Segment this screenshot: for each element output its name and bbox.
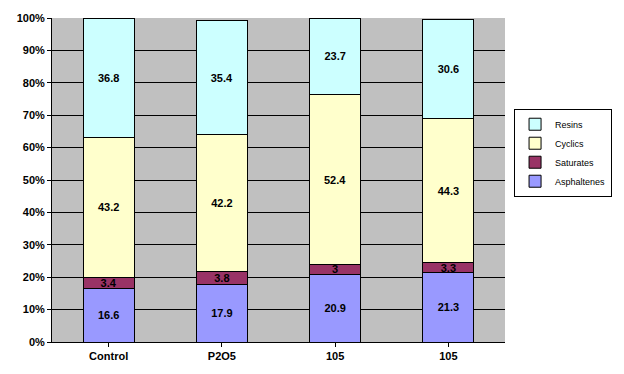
svg-text:3.4: 3.4 <box>101 277 117 289</box>
svg-text:70%: 70% <box>23 109 45 121</box>
svg-text:60%: 60% <box>23 141 45 153</box>
svg-text:3.8: 3.8 <box>214 272 229 284</box>
svg-text:42.2: 42.2 <box>211 197 232 209</box>
svg-text:P2O5: P2O5 <box>208 350 236 362</box>
svg-text:105: 105 <box>326 350 344 362</box>
svg-text:100%: 100% <box>17 12 45 24</box>
svg-text:43.2: 43.2 <box>98 201 119 213</box>
svg-text:0%: 0% <box>29 336 45 348</box>
svg-text:20%: 20% <box>23 271 45 283</box>
svg-text:36.8: 36.8 <box>98 72 119 84</box>
svg-text:80%: 80% <box>23 77 45 89</box>
svg-text:44.3: 44.3 <box>438 185 459 197</box>
svg-text:35.4: 35.4 <box>211 72 233 84</box>
svg-text:Cyclics: Cyclics <box>555 139 584 149</box>
svg-text:30%: 30% <box>23 239 45 251</box>
svg-text:Control: Control <box>89 350 128 362</box>
svg-text:10%: 10% <box>23 303 45 315</box>
svg-text:16.6: 16.6 <box>98 309 119 321</box>
svg-text:3.3: 3.3 <box>441 262 456 274</box>
svg-text:17.9: 17.9 <box>211 307 232 319</box>
svg-text:23.7: 23.7 <box>324 50 345 62</box>
svg-text:20.9: 20.9 <box>324 302 345 314</box>
svg-text:105: 105 <box>439 350 457 362</box>
svg-text:40%: 40% <box>23 206 45 218</box>
svg-text:90%: 90% <box>23 44 45 56</box>
svg-text:Saturates: Saturates <box>555 158 594 168</box>
svg-text:21.3: 21.3 <box>438 301 459 313</box>
svg-text:30.6: 30.6 <box>438 63 459 75</box>
svg-text:52.4: 52.4 <box>324 174 346 186</box>
svg-text:Resins: Resins <box>555 120 583 130</box>
svg-text:Asphaltenes: Asphaltenes <box>555 177 605 187</box>
svg-text:3: 3 <box>332 263 338 275</box>
svg-text:50%: 50% <box>23 174 45 186</box>
